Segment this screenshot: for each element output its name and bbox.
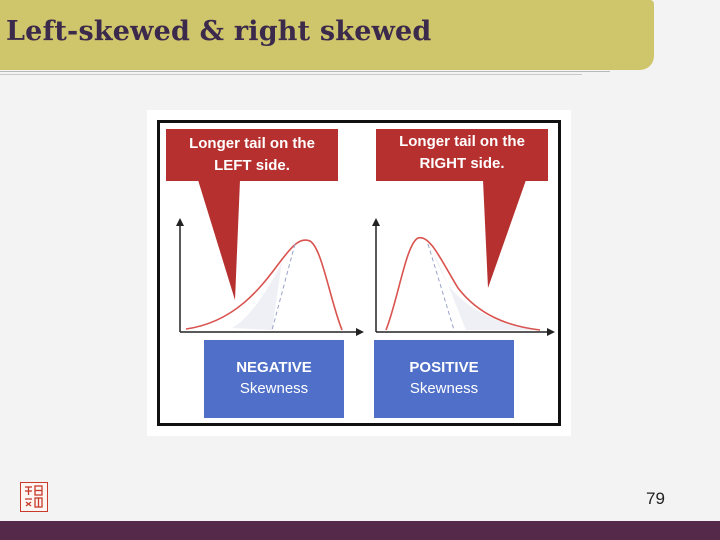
left-axes xyxy=(179,224,358,333)
positive-label-title: POSITIVE xyxy=(409,359,479,376)
left-median-line xyxy=(271,243,296,331)
negative-label-subtitle: Skewness xyxy=(239,380,309,397)
right-skew-curve xyxy=(385,237,541,331)
title-divider xyxy=(0,71,610,72)
right-callout-line2: RIGHT side. xyxy=(419,155,505,172)
right-callout-line1: Longer tail on the xyxy=(399,133,525,150)
left-callout: Longer tail on the LEFT side. xyxy=(166,129,338,181)
seal-glyph-icon xyxy=(25,485,43,508)
positive-skewness-label: POSITIVE Skewness xyxy=(374,340,514,418)
left-skew-curve xyxy=(185,239,343,331)
right-shaded-area xyxy=(428,244,540,330)
negative-label-title: NEGATIVE xyxy=(236,359,312,376)
title-divider-secondary xyxy=(0,74,582,75)
left-shaded-area xyxy=(232,262,282,330)
negative-skewness-label: NEGATIVE Skewness xyxy=(204,340,344,418)
left-y-axis-arrow-icon xyxy=(176,218,184,226)
right-median-line xyxy=(427,243,455,331)
university-seal-logo xyxy=(20,482,48,512)
positive-label-subtitle: Skewness xyxy=(409,380,479,397)
left-x-axis-arrow-icon xyxy=(356,328,364,336)
title-bar xyxy=(0,0,654,70)
slide-title: Left-skewed & right skewed xyxy=(6,16,432,47)
right-callout-pointer xyxy=(483,180,526,288)
left-callout-line2: LEFT side. xyxy=(214,157,290,174)
footer-bar xyxy=(0,521,720,540)
right-axes xyxy=(375,224,549,333)
page-number: 79 xyxy=(646,489,665,508)
right-y-axis-arrow-icon xyxy=(372,218,380,226)
right-x-axis-arrow-icon xyxy=(547,328,555,336)
left-callout-line1: Longer tail on the xyxy=(189,135,315,152)
right-callout: Longer tail on the RIGHT side. xyxy=(376,129,548,181)
left-callout-pointer xyxy=(198,180,240,300)
